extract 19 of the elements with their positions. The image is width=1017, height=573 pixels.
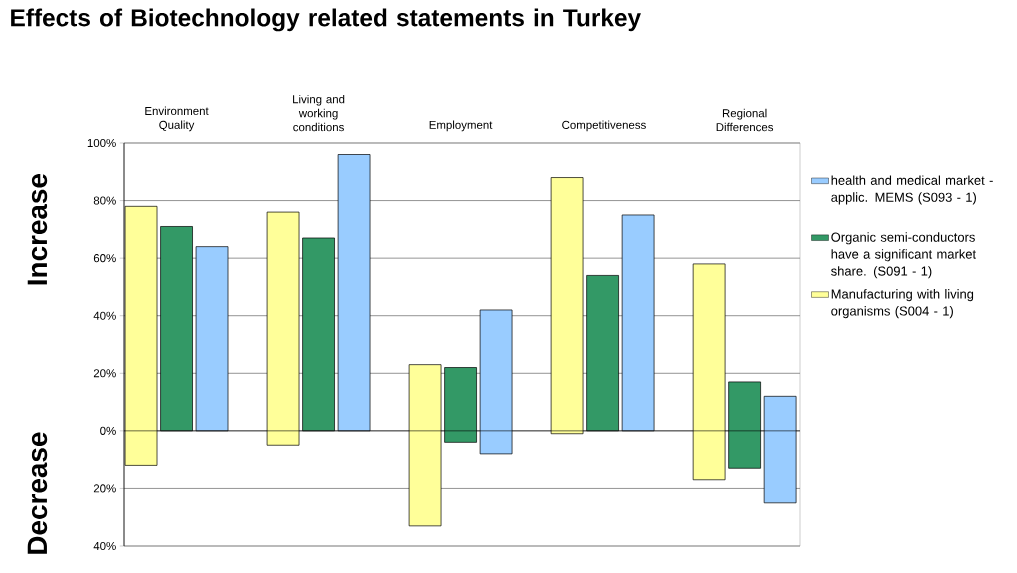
chart-title: Effects of Biotechnology related statements in Turkey (11, 8, 641, 32)
text: Increase (27, 174, 48, 285)
x-tick-label: Regional Differences (716, 108, 774, 132)
y-tick-label: 0% (100, 426, 116, 435)
legend-label: Manufacturing with living organisms (S004 - 1) (831, 289, 974, 319)
legend-label: Organic semi-conductors have a significant market share. (S091 - 1) (831, 232, 976, 279)
y-tick-label: 80% (93, 196, 116, 205)
y-tick-label: 40% (93, 541, 116, 551)
y-tick-label: 60% (93, 254, 116, 263)
y-tick-label: 40% (93, 311, 116, 320)
y-tick-label: 20% (93, 369, 116, 378)
x-tick-label: Living and working conditions (293, 94, 345, 132)
legend-label: health and medical market - applic. MEMS (S093 - 1) (831, 175, 993, 205)
x-tick-label: Environment Quality (145, 106, 209, 132)
text: Decrease (27, 432, 48, 554)
x-tick-label: Competitiveness (562, 120, 646, 132)
y-tick-label: 20% (93, 484, 116, 493)
x-tick-label: Employment (429, 120, 493, 132)
y-tick-label: 100% (87, 138, 116, 148)
